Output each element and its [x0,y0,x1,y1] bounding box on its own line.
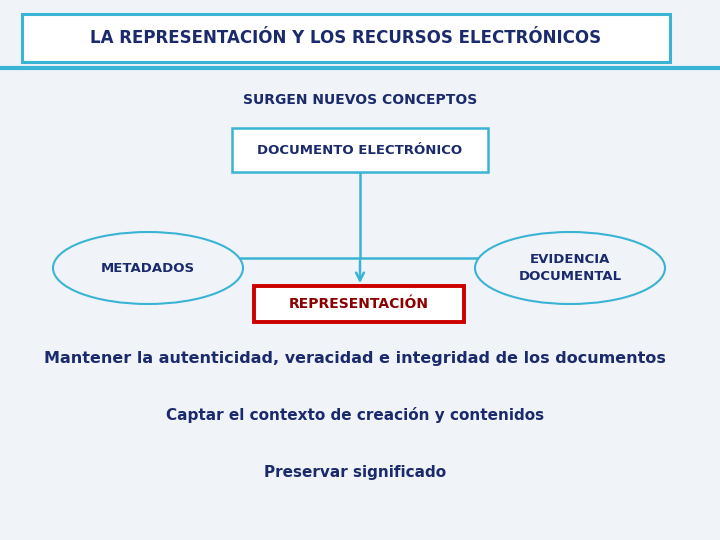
Text: LA REPRESENTACIÓN Y LOS RECURSOS ELECTRÓNICOS: LA REPRESENTACIÓN Y LOS RECURSOS ELECTRÓ… [91,29,602,47]
Text: DOCUMENTO ELECTRÓNICO: DOCUMENTO ELECTRÓNICO [258,144,462,157]
Text: EVIDENCIA
DOCUMENTAL: EVIDENCIA DOCUMENTAL [518,253,621,283]
FancyBboxPatch shape [232,128,488,172]
Text: Captar el contexto de creación y contenidos: Captar el contexto de creación y conteni… [166,407,544,423]
Text: REPRESENTACIÓN: REPRESENTACIÓN [289,297,429,311]
Text: SURGEN NUEVOS CONCEPTOS: SURGEN NUEVOS CONCEPTOS [243,93,477,107]
Ellipse shape [475,232,665,304]
Text: METADADOS: METADADOS [101,261,195,274]
Text: Preservar significado: Preservar significado [264,464,446,480]
Text: Mantener la autenticidad, veracidad e integridad de los documentos: Mantener la autenticidad, veracidad e in… [44,350,666,366]
FancyBboxPatch shape [22,14,670,62]
Ellipse shape [53,232,243,304]
FancyBboxPatch shape [254,286,464,322]
